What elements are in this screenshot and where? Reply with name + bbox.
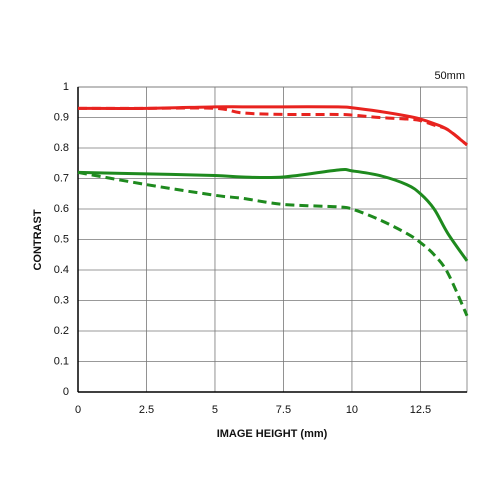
y-tick-label: 0.3 bbox=[54, 294, 69, 306]
x-tick-label: 2.5 bbox=[139, 404, 154, 416]
x-tick-label: 5 bbox=[212, 404, 218, 416]
y-tick-label: 0.2 bbox=[54, 325, 69, 337]
mtf-line bbox=[77, 168, 469, 262]
mtf-line bbox=[77, 105, 468, 147]
x-tick-label: 7.5 bbox=[276, 404, 291, 416]
y-tick-label: 0 bbox=[63, 386, 69, 398]
y-tick-label: 0.5 bbox=[54, 233, 69, 245]
chart-title: 50mm bbox=[434, 70, 465, 82]
y-tick-label: 0.7 bbox=[54, 172, 69, 184]
mtf-line bbox=[77, 170, 469, 317]
y-tick-label: 1 bbox=[63, 81, 69, 93]
x-tick-label: 10 bbox=[346, 404, 358, 416]
y-tick-label: 0.9 bbox=[54, 111, 69, 123]
y-axis-label: CONTRAST bbox=[32, 209, 44, 270]
mtf-line bbox=[78, 106, 468, 147]
y-tick-label: 0.8 bbox=[54, 142, 69, 154]
x-axis-label: IMAGE HEIGHT (mm) bbox=[217, 428, 328, 440]
y-tick-label: 0.6 bbox=[54, 203, 69, 215]
y-tick-label: 0.1 bbox=[54, 355, 69, 367]
x-tick-label: 12.5 bbox=[410, 404, 431, 416]
y-tick-label: 0.4 bbox=[54, 264, 69, 276]
x-tick-label: 0 bbox=[75, 404, 81, 416]
